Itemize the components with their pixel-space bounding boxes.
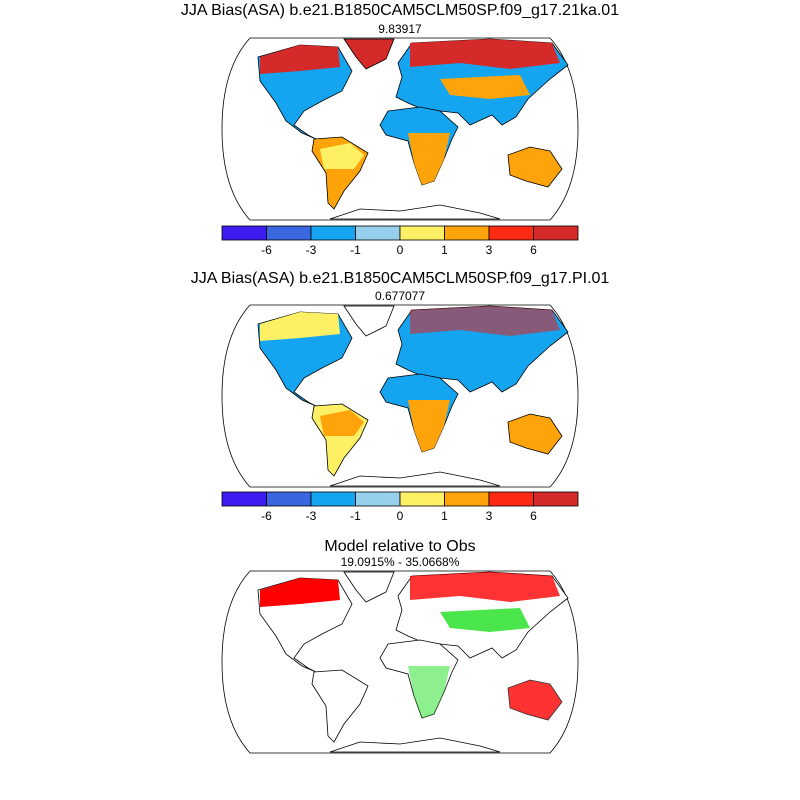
map: [221, 304, 579, 488]
panel-3: Model relative to Obs 19.0915% - 35.0668…: [221, 538, 579, 754]
colorbar-box: [266, 225, 312, 241]
panel-subtitle: 0.677077: [375, 289, 425, 303]
panel-title: JJA Bias(ASA) b.e21.B1850CAM5CLM50SP.f09…: [181, 2, 619, 19]
colorbar-label: 0: [397, 509, 404, 523]
colorbar-label: -3: [306, 243, 317, 257]
colorbar-box: [444, 225, 490, 241]
colorbar-box: [488, 225, 534, 241]
colorbar-label: 3: [486, 243, 493, 257]
colorbar-label: -6: [261, 243, 272, 257]
panel-subtitle: 19.0915% - 35.0668%: [341, 555, 460, 569]
map: [221, 570, 579, 754]
colorbar-box: [310, 491, 356, 507]
colorbar-box: [399, 225, 445, 241]
colorbar-box: [533, 225, 579, 241]
panel-1: JJA Bias(ASA) b.e21.B1850CAM5CLM50SP.f09…: [181, 2, 619, 257]
colorbar-label: 1: [441, 509, 448, 523]
colorbar-label: 1: [441, 243, 448, 257]
colorbar-label: 0: [397, 243, 404, 257]
colorbar-label: -6: [261, 509, 272, 523]
colorbar-box: [399, 491, 445, 507]
colorbar-box: [355, 225, 401, 241]
colorbar: -6 -3 -1 0 1 3 6: [221, 225, 579, 257]
colorbar-box: [266, 491, 312, 507]
colorbar-box: [221, 225, 267, 241]
colorbar-box: [355, 491, 401, 507]
colorbar-box: [221, 491, 267, 507]
colorbar-box: [533, 491, 579, 507]
colorbar-label: -1: [350, 509, 361, 523]
colorbar: -6 -3 -1 0 1 3 6: [221, 491, 579, 523]
colorbar-label: 3: [486, 509, 493, 523]
colorbar-box: [310, 225, 356, 241]
panel-title: Model relative to Obs: [324, 538, 475, 555]
panel-2: JJA Bias(ASA) b.e21.B1850CAM5CLM50SP.f09…: [191, 270, 610, 523]
colorbar-label: -3: [306, 509, 317, 523]
colorbar-label: 6: [530, 509, 537, 523]
map: [221, 37, 579, 221]
panel-title: JJA Bias(ASA) b.e21.B1850CAM5CLM50SP.f09…: [191, 270, 610, 287]
panel-subtitle: 9.83917: [378, 22, 422, 36]
colorbar-label: 6: [530, 243, 537, 257]
colorbar-box: [488, 491, 534, 507]
colorbar-box: [444, 491, 490, 507]
colorbar-label: -1: [350, 243, 361, 257]
